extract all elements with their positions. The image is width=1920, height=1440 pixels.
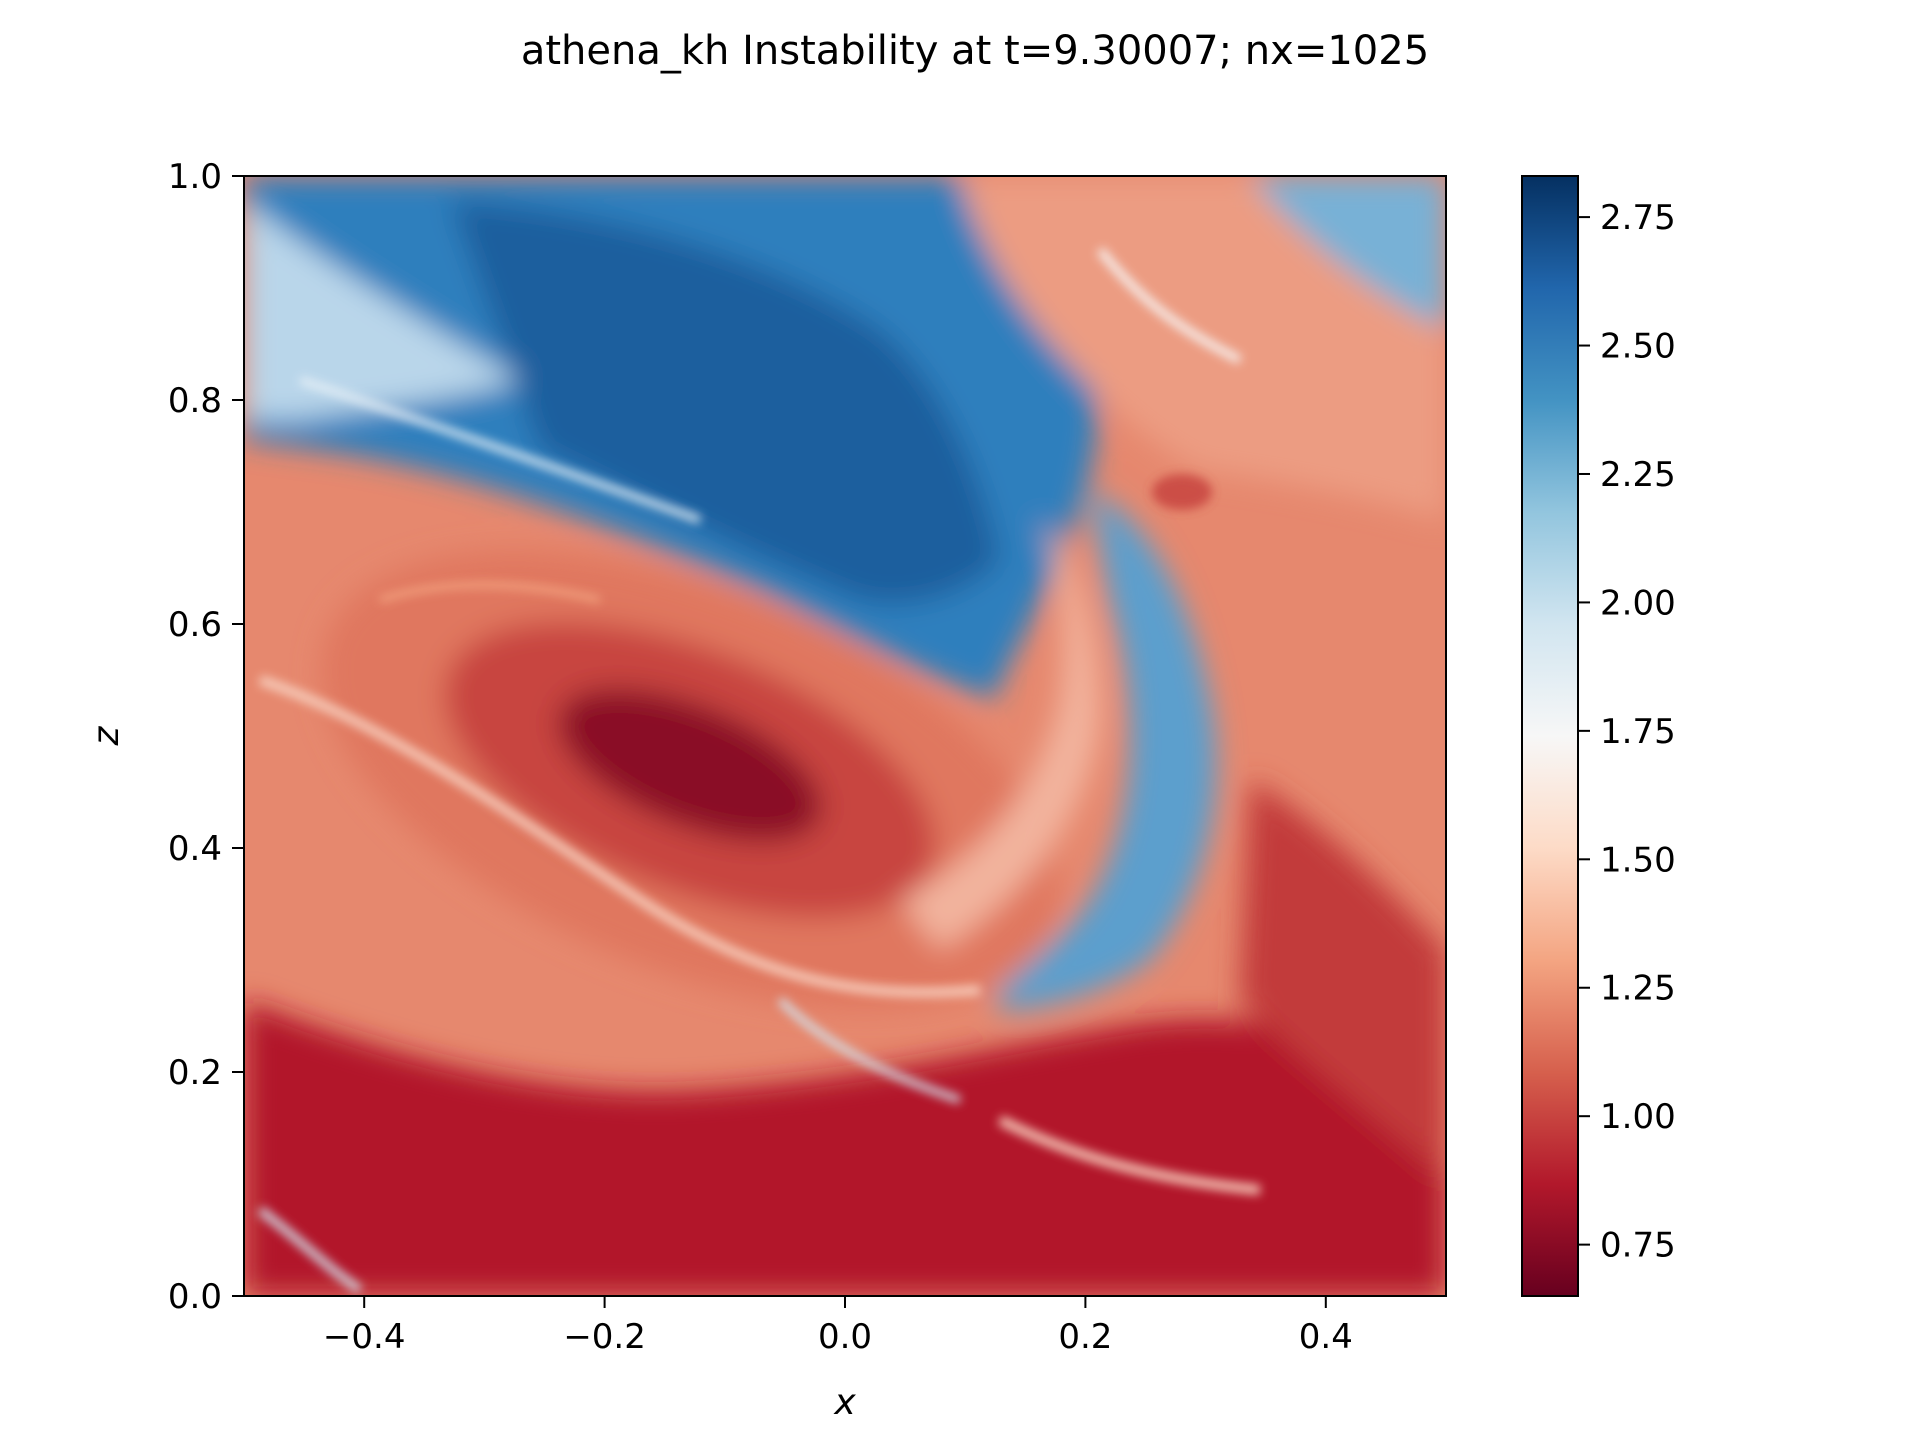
colorbar-tick-label: 1.25: [1600, 969, 1676, 1009]
filament-4: [777, 997, 962, 1104]
upper-blue-dark: [450, 200, 1000, 604]
filament-1: [258, 675, 981, 998]
filament-6: [257, 1206, 363, 1294]
y-tick-label: 0.0: [168, 1277, 222, 1317]
colorbar-tick-label: 1.75: [1600, 712, 1676, 752]
y-axis: 0.0 0.2 0.4 0.6 0.8 1.0: [168, 157, 244, 1317]
y-axis-label: z: [86, 725, 127, 746]
x-axis-label: x: [833, 1382, 856, 1423]
lower-right-red: [1240, 780, 1446, 1180]
small-eddy: [1152, 474, 1212, 510]
x-tick-label: 0.2: [1058, 1317, 1112, 1357]
colorbar-tick-label: 1.00: [1600, 1097, 1676, 1137]
vortex-core: [558, 688, 822, 842]
chart-title: athena_kh Instability at t=9.30007; nx=1…: [521, 28, 1429, 74]
heatmap-field: [244, 176, 1446, 1296]
y-tick-label: 0.6: [168, 605, 222, 645]
filament-2: [298, 376, 702, 524]
filament-3: [1096, 247, 1243, 365]
y-tick-label: 0.8: [168, 381, 222, 421]
x-tick-label: −0.4: [323, 1317, 406, 1357]
x-tick-label: −0.2: [563, 1317, 646, 1357]
lower-dense-band: [244, 1000, 1446, 1296]
x-axis: −0.4 −0.2 0.0 0.2 0.4: [323, 1296, 1353, 1357]
colorbar-axis: 0.75 1.00 1.25 1.50 1.75 2.00 2.25 2.50 2.75: [1578, 198, 1676, 1266]
x-tick-label: 0.0: [818, 1317, 872, 1357]
upper-right-salmon: [960, 176, 1446, 520]
colorbar-tick-label: 0.75: [1600, 1226, 1676, 1266]
colorbar-tick-label: 2.75: [1600, 198, 1676, 238]
x-tick-label: 0.4: [1299, 1317, 1353, 1357]
colorbar: [1521, 175, 1579, 1297]
colorbar-tick-label: 1.50: [1600, 840, 1676, 880]
y-tick-label: 1.0: [168, 157, 222, 197]
top-right-blue: [1250, 176, 1446, 330]
salmon-arm: [900, 520, 1100, 950]
right-blue-filament: [996, 490, 1217, 1010]
upper-left-light-blue: [244, 200, 520, 420]
colorbar-tick-label: 2.25: [1600, 455, 1676, 495]
colorbar-tick-label: 2.00: [1600, 583, 1676, 623]
y-tick-label: 0.2: [168, 1053, 222, 1093]
filament-5: [997, 1115, 1261, 1195]
colorbar-tick-label: 2.50: [1600, 327, 1676, 367]
filament-7: [378, 581, 601, 604]
y-tick-label: 0.4: [168, 829, 222, 869]
